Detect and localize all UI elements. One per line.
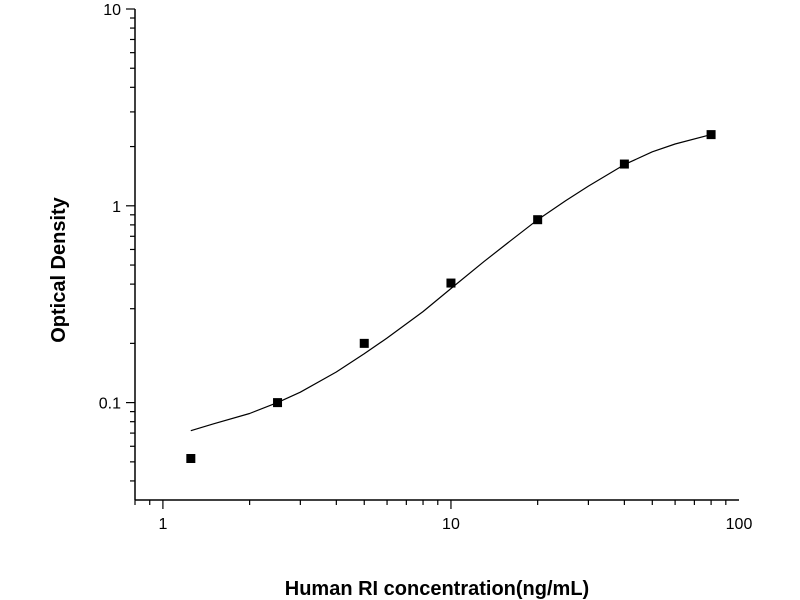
y-axis-title: Optical Density	[48, 196, 70, 342]
x-tick-label: 10	[442, 516, 460, 533]
axes-frame	[134, 9, 739, 501]
data-point	[446, 278, 456, 288]
data-point	[273, 398, 283, 408]
y-tick-label: 10	[103, 2, 121, 19]
data-point	[186, 454, 196, 464]
x-axis-title: Human RI concentration(ng/mL)	[285, 578, 589, 600]
x-tick-label: 100	[726, 516, 753, 533]
data-point	[533, 215, 543, 225]
y-tick-label: 0.1	[99, 396, 121, 413]
data-points	[186, 130, 716, 464]
x-tick-label: 1	[158, 516, 167, 533]
data-point	[706, 130, 716, 140]
axis-ticks: 1 10 100 0.1 1 10	[99, 2, 753, 533]
data-point	[359, 338, 369, 348]
y-tick-label: 1	[112, 199, 121, 216]
data-point	[619, 159, 629, 169]
